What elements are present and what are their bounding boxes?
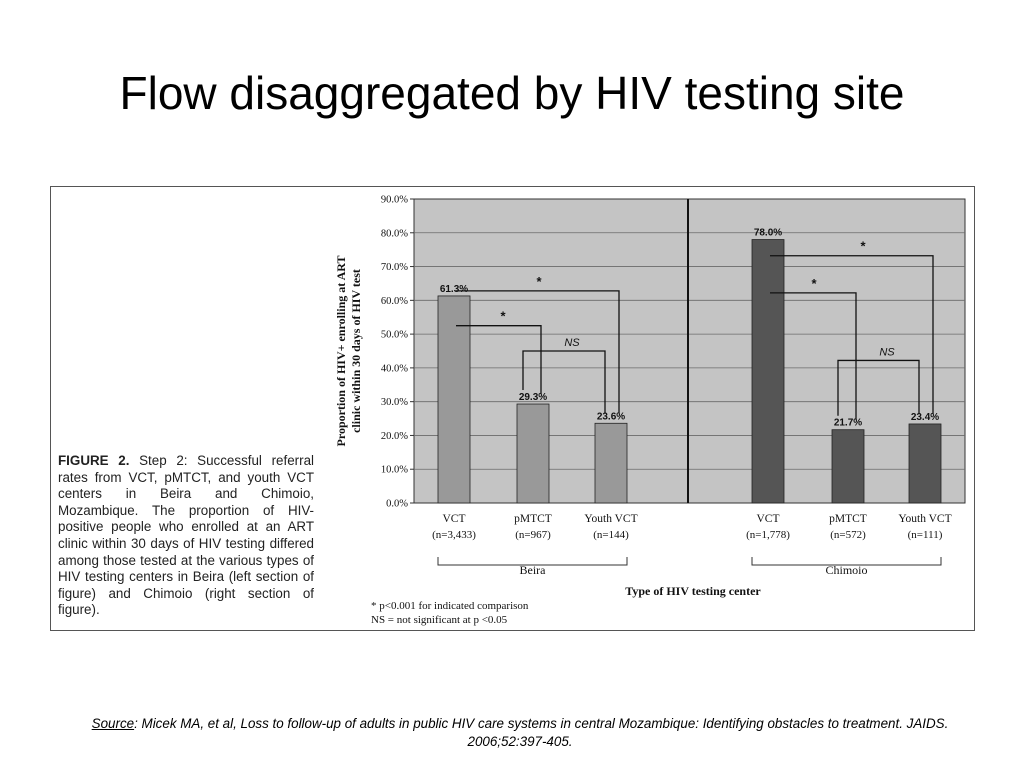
- footnote: * p<0.001 for indicated comparison: [371, 600, 529, 612]
- x-n-label: (n=1,778): [746, 529, 790, 541]
- comparison-bracket: [770, 255, 934, 414]
- slide-title: Flow disaggregated by HIV testing site: [119, 67, 905, 119]
- significance-label: *: [860, 239, 866, 254]
- x-category-label: Youth VCT: [898, 513, 951, 525]
- x-n-label: (n=572): [830, 529, 866, 541]
- group-bracket: [751, 557, 942, 566]
- x-category-label: pMTCT: [829, 513, 867, 525]
- group-label: Beira: [520, 563, 547, 577]
- x-n-label: (n=967): [515, 529, 551, 541]
- y-tick-label: 10.0%: [381, 465, 408, 476]
- comparison-bracket: [456, 325, 542, 394]
- bar: [908, 423, 942, 504]
- comparison-bracket: [522, 350, 606, 414]
- bar: [594, 422, 628, 504]
- x-category-label: Youth VCT: [584, 513, 637, 525]
- bar-value-label: 61.3%: [440, 284, 468, 295]
- y-tick-label: 60.0%: [381, 296, 408, 307]
- plot-area: [413, 198, 966, 504]
- x-category-label: pMTCT: [514, 513, 552, 525]
- comparison-bracket: [456, 290, 620, 414]
- bar-value-label: 21.7%: [834, 418, 862, 429]
- bar-value-label: 23.6%: [597, 411, 625, 422]
- significance-label: *: [500, 309, 506, 324]
- y-tick-label: 40.0%: [381, 363, 408, 374]
- bar: [751, 239, 785, 504]
- x-category-label: VCT: [757, 513, 780, 525]
- y-tick-label: 70.0%: [381, 262, 408, 273]
- y-tick-label: 50.0%: [381, 330, 408, 341]
- footnote: NS = not significant at p <0.05: [371, 614, 508, 626]
- y-tick-label: 0.0%: [386, 499, 408, 510]
- y-axis-label: Proportion of HIV+ enrolling at ART: [334, 256, 348, 447]
- group-label: Chimoio: [825, 563, 867, 577]
- bar-value-label: 78.0%: [754, 228, 782, 239]
- bar-chart: 0.0% 10.0% 20.0% 30.0% 40.0% 50.0% 60.0% 70.0% 8…: [334, 195, 966, 626]
- y-tick-label: 90.0%: [381, 195, 408, 206]
- y-axis-label: clinic within 30 days of HIV test: [349, 269, 363, 433]
- bar: [831, 429, 865, 504]
- x-axis-label: Type of HIV testing center: [625, 584, 761, 598]
- comparison-bracket: [770, 292, 857, 420]
- group-bracket: [437, 557, 628, 566]
- source-label: Source: [91, 716, 135, 731]
- figure-caption: FIGURE 2. Step 2: Successful referral ra…: [58, 453, 314, 619]
- y-tick-label: 20.0%: [381, 431, 408, 442]
- figure-frame: 0.0% 10.0% 20.0% 30.0% 40.0% 50.0% 60.0% 70.0% 8…: [50, 186, 975, 631]
- significance-label: NS: [879, 346, 895, 358]
- bar-value-label: 23.4%: [911, 412, 939, 423]
- y-tick-label: 30.0%: [381, 397, 408, 408]
- bar: [516, 403, 550, 504]
- comparison-bracket: [837, 359, 920, 416]
- bar: [437, 295, 471, 504]
- x-category-label: VCT: [443, 513, 466, 525]
- source-citation: Source: Micek MA, et al, Loss to follow-…: [80, 715, 960, 751]
- caption-label: FIGURE 2.: [58, 453, 130, 468]
- significance-label: *: [811, 276, 817, 291]
- significance-label: NS: [564, 337, 580, 349]
- caption-text: Step 2: Successful referral rates from V…: [58, 453, 314, 618]
- significance-label: *: [536, 274, 542, 289]
- y-tick-label: 80.0%: [381, 228, 408, 239]
- x-n-label: (n=144): [593, 529, 629, 541]
- x-n-label: (n=3,433): [432, 529, 476, 541]
- source-text: : Micek MA, et al, Loss to follow-up of …: [134, 716, 949, 749]
- bar-value-label: 29.3%: [519, 392, 547, 403]
- x-n-label: (n=111): [908, 529, 943, 541]
